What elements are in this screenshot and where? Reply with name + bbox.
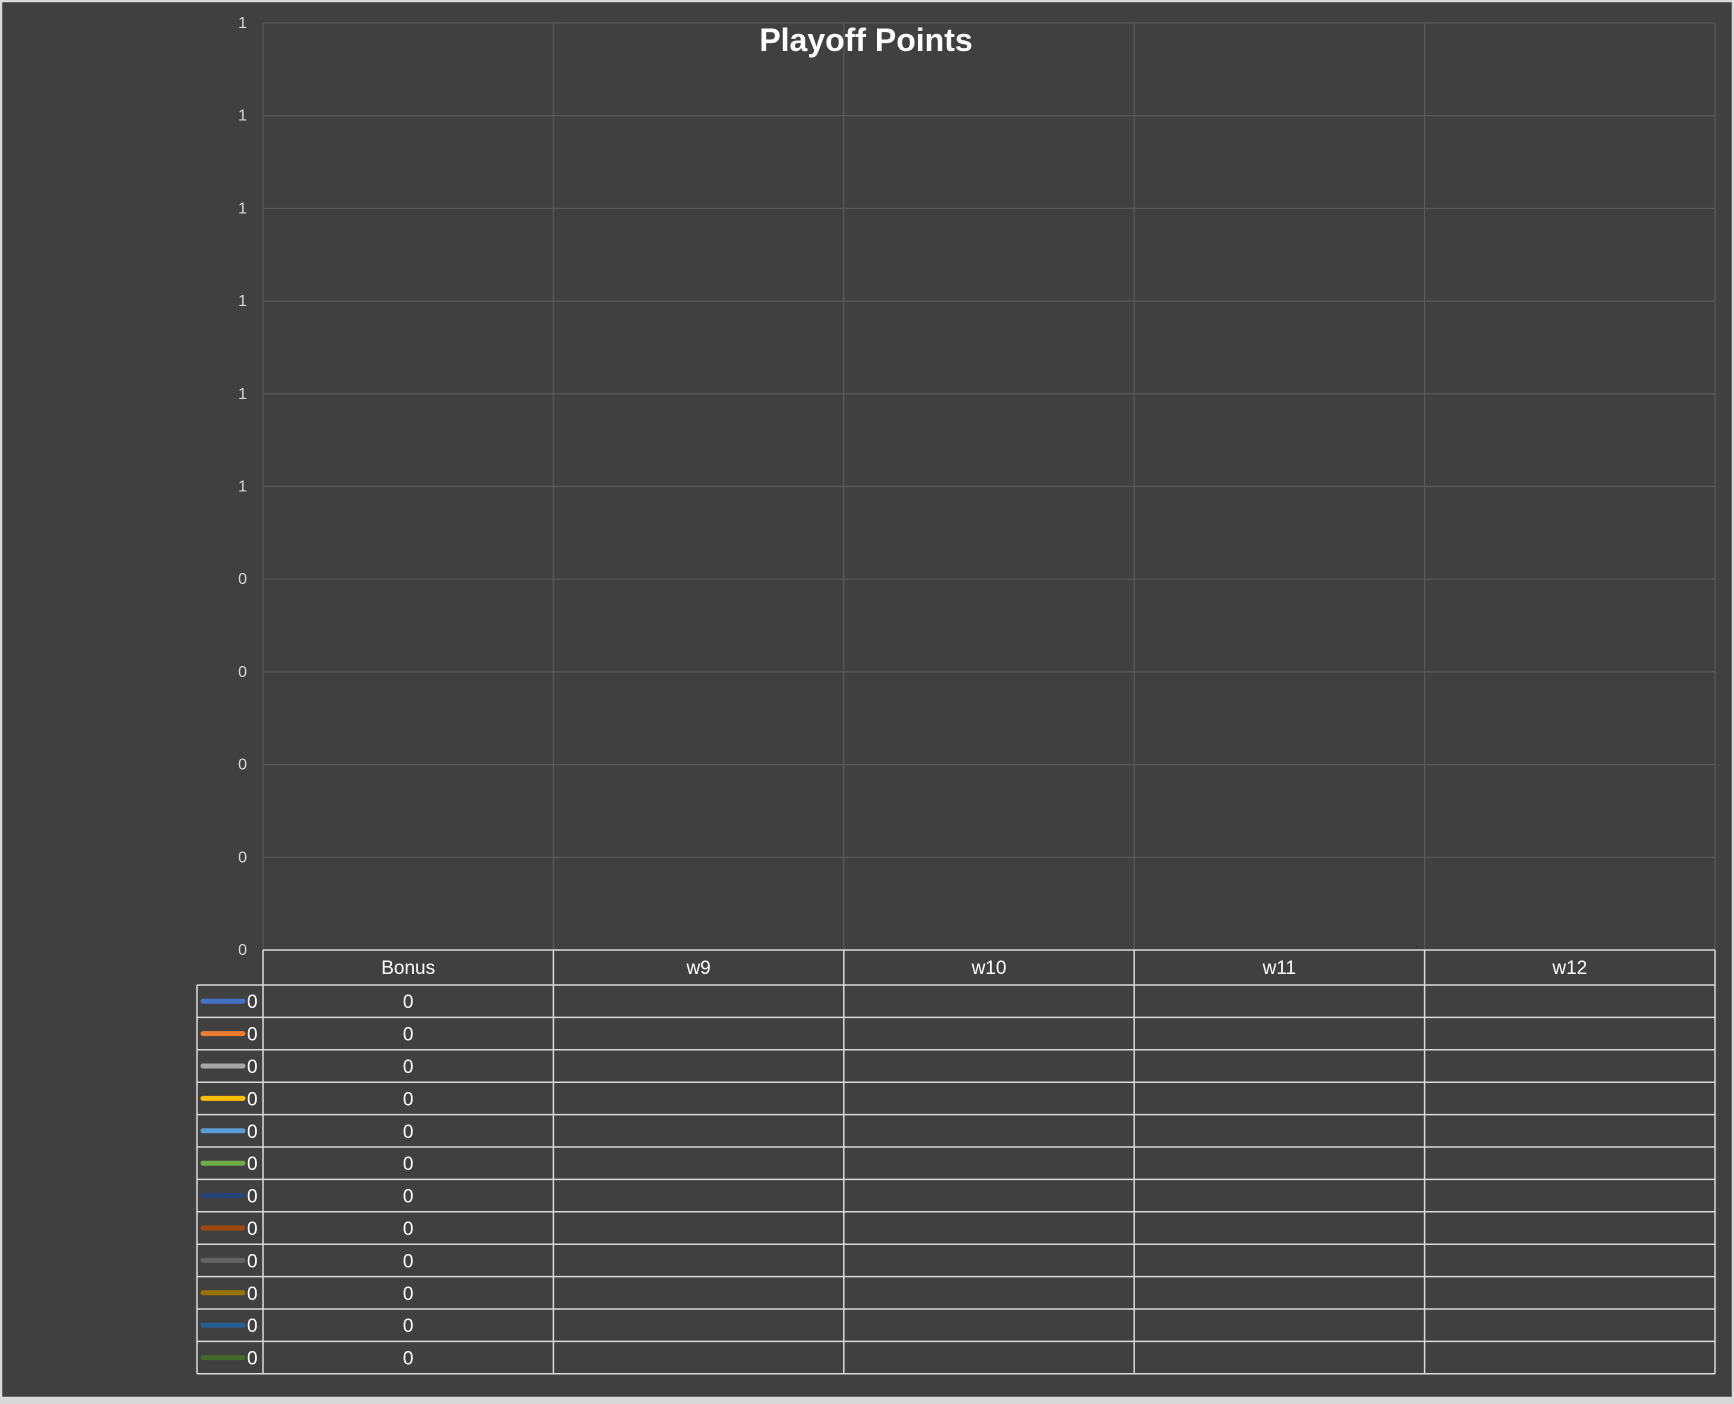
table-cell-value: 0 [403,1316,414,1337]
y-tick-label: 1 [238,293,247,310]
legend-series-name: 0 [247,1154,258,1175]
legend-series-name: 0 [247,1316,258,1337]
y-tick-label: 1 [238,386,247,403]
y-tick-label: 1 [238,108,247,125]
table-header-w12: w12 [1551,958,1587,979]
table-header-bonus: Bonus [381,958,435,979]
table-cell-value: 0 [403,1025,414,1046]
table-cell-value: 0 [403,1284,414,1305]
chart-title: Playoff Points [759,22,972,58]
y-tick-label: 0 [238,942,247,959]
table-cell-value: 0 [403,1349,414,1370]
y-tick-label: 0 [238,571,247,588]
y-tick-label: 1 [238,15,247,32]
y-tick-label: 1 [238,479,247,496]
y-tick-label: 0 [238,757,247,774]
legend-series-name: 0 [247,1284,258,1305]
data-table: Bonus w9 w10 w11 w12 0 0 0 0 0 0 0 0 0 0 0 0 0 0 0 0 0 0 0 0 0 0 0 0 [196,949,1716,1375]
table-cell-value: 0 [403,1154,414,1175]
legend-series-name: 0 [247,1025,258,1046]
table-cell-value: 0 [403,992,414,1013]
legend-series-name: 0 [247,1349,258,1370]
y-tick-label: 0 [238,849,247,866]
table-cell-value: 0 [403,1089,414,1110]
gridlines: 1 1 1 1 1 1 0 0 0 0 0 [238,15,1716,959]
table-header-w9: w9 [685,958,710,979]
legend-series-name: 0 [247,992,258,1013]
table-header-w10: w10 [971,958,1007,979]
table-cell-value: 0 [403,1251,414,1272]
legend-series-name: 0 [247,1057,258,1078]
y-tick-label: 1 [238,200,247,217]
legend-series-name: 0 [247,1251,258,1272]
table-cell-value: 0 [403,1122,414,1143]
table-cell-value: 0 [403,1219,414,1240]
y-tick-label: 0 [238,664,247,681]
table-header-w11: w11 [1262,958,1296,979]
legend-series-name: 0 [247,1187,258,1208]
table-cell-value: 0 [403,1187,414,1208]
legend-series-name: 0 [247,1089,258,1110]
legend-series-name: 0 [247,1122,258,1143]
table-cell-value: 0 [403,1057,414,1078]
legend-series-name: 0 [247,1219,258,1240]
